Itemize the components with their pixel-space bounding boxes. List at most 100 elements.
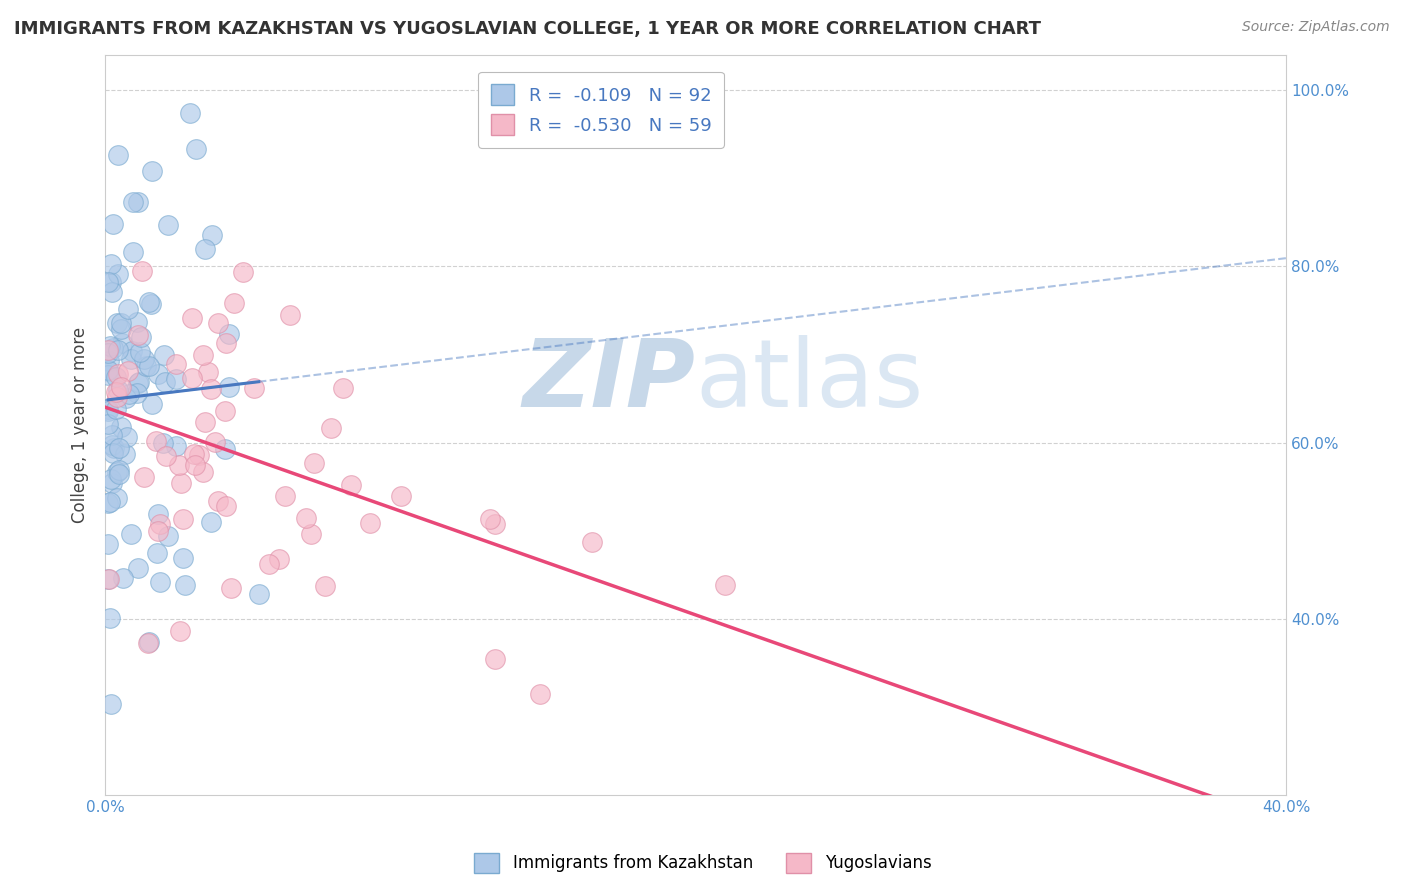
Point (107, 343, 129, 358)
Point (214, 404, 236, 418)
Point (184, 458, 207, 472)
Point (101, 446, 124, 460)
Point (167, 458, 190, 472)
Point (111, 571, 134, 585)
Point (152, 436, 174, 450)
Point (243, 381, 266, 395)
Point (201, 228, 224, 243)
Point (169, 624, 191, 638)
Point (125, 386, 148, 401)
Point (478, 512, 501, 526)
Point (314, 579, 336, 593)
Point (204, 435, 226, 450)
Point (194, 415, 217, 429)
Point (146, 507, 169, 521)
Point (127, 328, 149, 343)
Point (97, 368, 120, 382)
Point (145, 434, 167, 448)
Point (120, 352, 142, 367)
Point (103, 441, 125, 455)
Point (100, 697, 122, 711)
Point (97, 572, 120, 586)
Point (184, 142, 207, 156)
Point (359, 516, 381, 530)
Point (97, 537, 120, 551)
Point (101, 428, 124, 442)
Point (114, 447, 136, 461)
Point (302, 456, 325, 470)
Point (484, 652, 506, 666)
Point (98, 610, 121, 624)
Point (218, 326, 240, 341)
Point (166, 439, 188, 453)
Point (105, 390, 128, 404)
Text: Source: ZipAtlas.com: Source: ZipAtlas.com (1241, 20, 1389, 34)
Point (97, 275, 120, 289)
Point (97, 496, 120, 510)
Point (136, 636, 159, 650)
Point (215, 499, 238, 513)
Point (131, 264, 153, 278)
Point (122, 245, 145, 260)
Point (278, 308, 301, 322)
Point (108, 441, 131, 455)
Point (174, 578, 197, 592)
Point (97, 346, 120, 360)
Point (98, 495, 121, 509)
Point (172, 551, 194, 566)
Point (197, 365, 219, 379)
Point (107, 148, 129, 162)
Point (713, 578, 735, 592)
Point (105, 384, 128, 399)
Point (484, 516, 506, 531)
Point (165, 357, 187, 371)
Point (207, 494, 229, 508)
Point (98, 572, 121, 586)
Point (389, 489, 412, 503)
Point (146, 367, 169, 381)
Point (187, 449, 209, 463)
Point (110, 316, 132, 330)
Point (101, 475, 124, 490)
Point (219, 581, 242, 595)
Point (120, 527, 142, 541)
Point (115, 430, 138, 444)
Point (157, 219, 180, 233)
Point (104, 401, 127, 416)
Point (132, 352, 155, 367)
Point (108, 463, 131, 477)
Point (146, 546, 169, 560)
Point (100, 257, 122, 271)
Point (149, 516, 172, 531)
Point (117, 363, 139, 377)
Point (110, 380, 132, 394)
Point (114, 391, 136, 405)
Point (340, 478, 363, 492)
Point (269, 552, 291, 566)
Point (138, 295, 160, 310)
Point (97, 364, 120, 378)
Point (170, 475, 193, 490)
Text: ZIP: ZIP (523, 334, 696, 426)
Legend: R =  -0.109   N = 92, R =  -0.530   N = 59: R = -0.109 N = 92, R = -0.530 N = 59 (478, 71, 724, 147)
Point (101, 341, 124, 355)
Text: atlas: atlas (696, 334, 924, 426)
Point (100, 276, 122, 290)
Point (122, 194, 145, 209)
Point (105, 369, 128, 384)
Point (165, 371, 187, 385)
Point (149, 575, 172, 590)
Point (117, 302, 139, 317)
Point (127, 376, 149, 390)
Point (214, 442, 236, 456)
Point (105, 491, 128, 505)
Legend: Immigrants from Kazakhstan, Yugoslavians: Immigrants from Kazakhstan, Yugoslavians (468, 847, 938, 880)
Point (110, 420, 132, 434)
Point (97, 353, 120, 368)
Point (180, 310, 202, 325)
Point (247, 586, 270, 600)
Point (107, 267, 129, 281)
Y-axis label: College, 1 year or more: College, 1 year or more (72, 326, 89, 523)
Point (98, 339, 121, 353)
Point (141, 397, 163, 411)
